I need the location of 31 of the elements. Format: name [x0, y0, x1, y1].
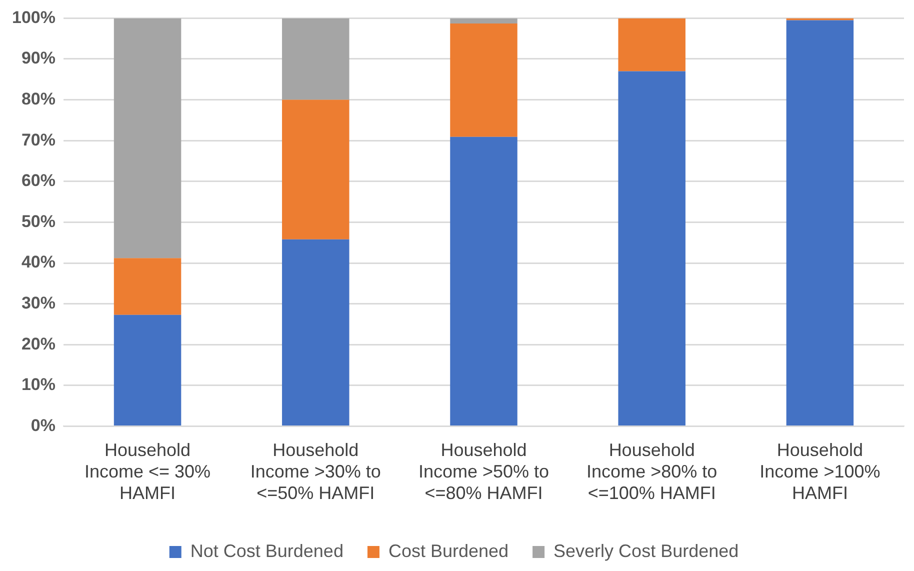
x-tick-label: Household Income >50% to <=80% HAMFI — [418, 440, 550, 504]
bar — [618, 18, 686, 72]
y-tick-label: 60% — [21, 171, 56, 190]
x-tick-label: Household Income >30% to <=50% HAMFI — [250, 440, 381, 504]
x-tick-label: Household Income >100% HAMFI — [760, 440, 880, 504]
y-tick-label: 20% — [21, 334, 56, 354]
bar — [282, 100, 350, 240]
bar — [282, 18, 350, 100]
bar — [450, 24, 518, 137]
y-tick-label: 10% — [21, 375, 56, 394]
bar — [114, 18, 182, 258]
x-tick-label: Household Income >80% to <=100% HAMFI — [586, 440, 718, 504]
bar — [786, 20, 854, 426]
y-tick-label: 100% — [12, 8, 56, 27]
x-tick-label: Household Income <= 30% HAMFI — [84, 440, 211, 504]
bar — [618, 71, 686, 426]
y-tick-label: 90% — [21, 48, 56, 68]
bar — [450, 136, 518, 426]
y-tick-label: 70% — [21, 130, 56, 150]
bar — [282, 239, 350, 426]
y-tick-label: 30% — [21, 293, 56, 312]
bar — [114, 258, 182, 315]
legend-label: Cost Burdened — [388, 540, 509, 561]
y-tick-label: 40% — [21, 252, 56, 272]
legend-label: Not Cost Burdened — [190, 540, 344, 561]
legend-label: Severly Cost Burdened — [554, 540, 739, 561]
bar — [114, 314, 182, 426]
y-tick-label: 50% — [21, 212, 56, 231]
y-tick-label: 80% — [21, 89, 56, 108]
y-tick-label: 0% — [30, 416, 56, 435]
bar — [450, 18, 518, 24]
